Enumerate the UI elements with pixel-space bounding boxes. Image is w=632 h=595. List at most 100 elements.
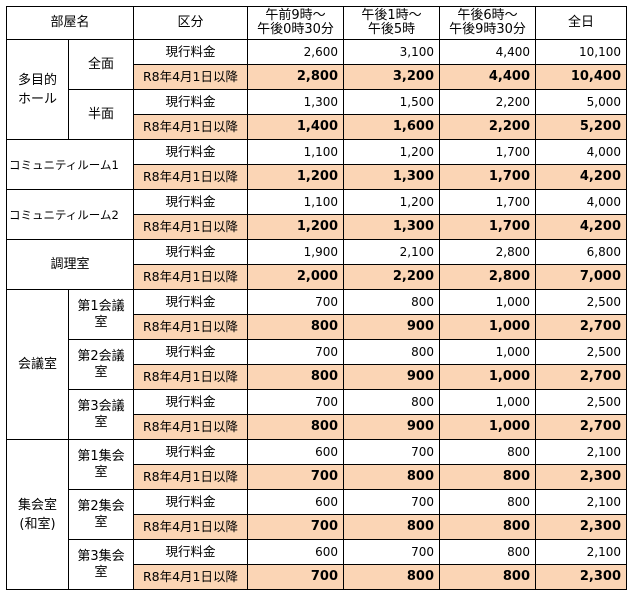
fee-allday: 2,700 bbox=[535, 314, 627, 340]
table-row: R8年4月1日以降 700 800 800 2,300 bbox=[7, 564, 627, 590]
fee-allday: 2,300 bbox=[535, 464, 627, 490]
fee-afternoon: 900 bbox=[343, 314, 440, 340]
area-half: 半面 bbox=[68, 89, 134, 140]
fee-allday: 5,000 bbox=[535, 89, 627, 115]
fee-evening: 1,700 bbox=[439, 139, 536, 165]
table-row: R8年4月1日以降 2,800 3,200 4,400 10,400 bbox=[7, 64, 627, 90]
table-row: 多目的 ホール 全面 現行料金 2,600 3,100 4,400 10,100 bbox=[6, 39, 627, 140]
subroom-shukai-3: 第3集会室 bbox=[68, 539, 134, 590]
fee-morning: 1,400 bbox=[247, 114, 344, 140]
fee-afternoon: 3,100 bbox=[343, 39, 440, 65]
fee-allday: 2,500 bbox=[535, 339, 627, 365]
header-allday: 全日 bbox=[535, 6, 627, 40]
fee-morning: 1,300 bbox=[247, 89, 344, 115]
fee-morning: 2,000 bbox=[247, 264, 344, 290]
table-row: R8年4月1日以降 700 800 800 2,300 bbox=[7, 514, 627, 540]
category-new: R8年4月1日以降 bbox=[133, 414, 248, 440]
fee-morning: 1,100 bbox=[247, 139, 344, 165]
fee-morning: 800 bbox=[247, 414, 344, 440]
fee-evening: 2,800 bbox=[439, 239, 536, 265]
table-row: R8年4月1日以降 1,200 1,300 1,700 4,200 bbox=[7, 164, 627, 190]
fee-morning: 2,800 bbox=[247, 64, 344, 90]
fee-afternoon: 800 bbox=[343, 564, 440, 590]
category-new: R8年4月1日以降 bbox=[133, 364, 248, 390]
category-current: 現行料金 bbox=[133, 89, 248, 115]
fee-evening: 800 bbox=[439, 464, 536, 490]
header-morning: 午前9時～ 午後0時30分 bbox=[247, 6, 344, 40]
fee-morning: 700 bbox=[247, 339, 344, 365]
fee-table: 部屋名 区分 午前9時～ 午後0時30分 午後1時～ 午後5時 午後6時～ 午後9時3… bbox=[6, 6, 627, 590]
category-new: R8年4月1日以降 bbox=[133, 164, 248, 190]
fee-morning: 1,900 bbox=[247, 239, 344, 265]
fee-allday: 2,300 bbox=[535, 564, 627, 590]
fee-afternoon: 800 bbox=[343, 389, 440, 415]
category-new: R8年4月1日以降 bbox=[133, 514, 248, 540]
category-new: R8年4月1日以降 bbox=[133, 464, 248, 490]
subroom-kaigi-3: 第3会議室 bbox=[68, 389, 134, 440]
fee-evening: 1,700 bbox=[439, 214, 536, 240]
fee-afternoon: 800 bbox=[343, 464, 440, 490]
fee-morning: 800 bbox=[247, 364, 344, 390]
fee-allday: 4,000 bbox=[535, 139, 627, 165]
category-current: 現行料金 bbox=[133, 489, 248, 515]
fee-morning: 700 bbox=[247, 464, 344, 490]
category-new: R8年4月1日以降 bbox=[133, 264, 248, 290]
fee-evening: 1,700 bbox=[439, 164, 536, 190]
fee-afternoon: 900 bbox=[343, 364, 440, 390]
fee-evening: 800 bbox=[439, 514, 536, 540]
table-row: R8年4月1日以降 800 900 1,000 2,700 bbox=[7, 364, 627, 390]
fee-allday: 4,200 bbox=[535, 214, 627, 240]
table-row: R8年4月1日以降 1,400 1,600 2,200 5,200 bbox=[7, 114, 627, 140]
subroom-kaigi-1: 第1会議室 bbox=[68, 289, 134, 340]
header-category: 区分 bbox=[133, 6, 248, 40]
category-new: R8年4月1日以降 bbox=[133, 64, 248, 90]
table-row: コミュニティルーム1 現行料金 1,100 1,200 1,700 4,000 bbox=[6, 139, 627, 190]
room-name-shukaishitsu: 集会室 (和室) bbox=[6, 439, 69, 590]
fee-evening: 4,400 bbox=[439, 39, 536, 65]
table-row: 第2会議室 現行料金 700 800 1,000 2,500 bbox=[7, 339, 627, 390]
room-name-tamokuteki: 多目的 ホール bbox=[6, 39, 69, 140]
fee-afternoon: 700 bbox=[343, 489, 440, 515]
fee-evening: 800 bbox=[439, 489, 536, 515]
fee-afternoon: 800 bbox=[343, 339, 440, 365]
table-row: 集会室 (和室) 第1集会室 現行料金 600 700 800 2,100 bbox=[6, 439, 627, 590]
table-row: 第3集会室 現行料金 600 700 800 2,100 bbox=[7, 539, 627, 590]
fee-afternoon: 3,200 bbox=[343, 64, 440, 90]
room-name-community1: コミュニティルーム1 bbox=[6, 139, 134, 190]
category-new: R8年4月1日以降 bbox=[133, 214, 248, 240]
fee-afternoon: 1,600 bbox=[343, 114, 440, 140]
fee-morning: 2,600 bbox=[247, 39, 344, 65]
fee-morning: 700 bbox=[247, 389, 344, 415]
category-current: 現行料金 bbox=[133, 39, 248, 65]
fee-afternoon: 2,100 bbox=[343, 239, 440, 265]
fee-evening: 2,800 bbox=[439, 264, 536, 290]
table-row: 第3会議室 現行料金 700 800 1,000 2,500 bbox=[7, 389, 627, 440]
fee-morning: 600 bbox=[247, 539, 344, 565]
category-current: 現行料金 bbox=[133, 439, 248, 465]
category-current: 現行料金 bbox=[133, 139, 248, 165]
fee-evening: 800 bbox=[439, 439, 536, 465]
category-new: R8年4月1日以降 bbox=[133, 114, 248, 140]
fee-morning: 700 bbox=[247, 514, 344, 540]
subroom-shukai-1: 第1集会室 bbox=[68, 439, 134, 490]
fee-afternoon: 1,200 bbox=[343, 139, 440, 165]
category-current: 現行料金 bbox=[133, 189, 248, 215]
fee-evening: 1,000 bbox=[439, 364, 536, 390]
table-row: R8年4月1日以降 2,000 2,200 2,800 7,000 bbox=[7, 264, 627, 290]
fee-evening: 1,000 bbox=[439, 314, 536, 340]
category-new: R8年4月1日以降 bbox=[133, 314, 248, 340]
fee-afternoon: 800 bbox=[343, 289, 440, 315]
category-new: R8年4月1日以降 bbox=[133, 564, 248, 590]
fee-morning: 700 bbox=[247, 289, 344, 315]
fee-allday: 2,100 bbox=[535, 539, 627, 565]
header-evening: 午後6時～ 午後9時30分 bbox=[439, 6, 536, 40]
category-current: 現行料金 bbox=[133, 339, 248, 365]
fee-evening: 1,700 bbox=[439, 189, 536, 215]
area-full: 全面 bbox=[68, 39, 134, 90]
fee-afternoon: 1,500 bbox=[343, 89, 440, 115]
fee-allday: 4,000 bbox=[535, 189, 627, 215]
table-row: 半面 現行料金 1,300 1,500 2,200 5,000 bbox=[7, 89, 627, 140]
fee-evening: 1,000 bbox=[439, 339, 536, 365]
fee-morning: 600 bbox=[247, 489, 344, 515]
category-current: 現行料金 bbox=[133, 539, 248, 565]
